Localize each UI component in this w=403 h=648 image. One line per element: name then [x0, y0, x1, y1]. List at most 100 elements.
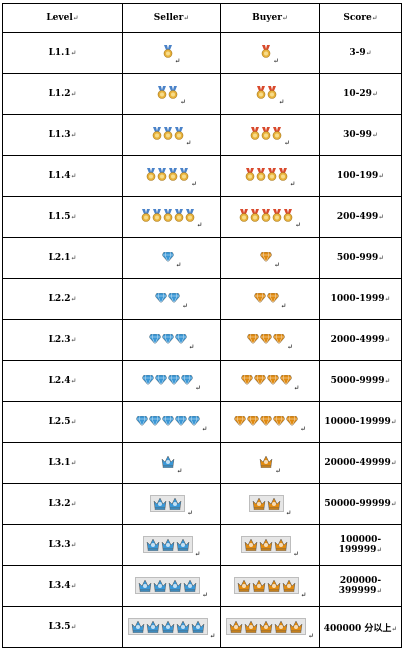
score-cell: 200-499↵ — [319, 196, 402, 238]
return-mark: ↵ — [185, 139, 192, 147]
seller-diamond-icon — [174, 415, 187, 426]
seller-badge-cell: ↵ — [122, 196, 221, 238]
score-cell: 30-99↵ — [319, 114, 402, 156]
return-mark: ↵ — [180, 98, 186, 106]
buyer-badge-group — [247, 333, 286, 344]
table-row: L3.5↵ ↵ ↵ 400000 分以上↵ — [2, 606, 402, 648]
return-mark: ↵ — [70, 254, 77, 262]
seller-badge-cell: ↵ — [122, 32, 221, 74]
header-seller: Seller↵ — [122, 3, 221, 33]
score-cell: 1000-1999↵ — [319, 278, 402, 320]
buyer-crown-icon — [282, 579, 296, 592]
buyer-badge-group — [250, 127, 282, 140]
buyer-medal-icon — [261, 45, 271, 58]
buyer-crown-icon — [274, 538, 288, 551]
buyer-badge-cell: ↵ — [220, 155, 320, 197]
return-mark: ↵ — [202, 591, 208, 599]
seller-diamond-icon — [161, 333, 174, 344]
level-label: L3.5 — [48, 622, 71, 632]
return-mark: ↵ — [287, 342, 293, 351]
buyer-crown-icon — [259, 538, 273, 551]
header-score: Score↵ — [319, 3, 402, 33]
table-row: L3.3↵ ↵ ↵ 100000-199999↵ — [2, 524, 402, 566]
return-mark: ↵ — [278, 98, 285, 106]
seller-badge-cell: ↵ — [122, 483, 221, 525]
level-label: L3.3 — [48, 540, 71, 550]
level-label: L3.2 — [48, 499, 71, 509]
return-mark: ↵ — [371, 90, 378, 98]
seller-badge-group — [150, 495, 186, 512]
seller-crown-icon — [176, 538, 190, 551]
seller-badge-cell: ↵ — [122, 524, 221, 566]
return-mark: ↵ — [378, 254, 385, 262]
level-cell: L3.5↵ — [2, 606, 123, 648]
seller-crown-icon — [161, 620, 175, 633]
seller-diamond-icon — [155, 292, 168, 303]
seller-crown-icon — [146, 538, 160, 551]
header-buyer: Buyer↵ — [220, 3, 320, 33]
buyer-crown-icon — [259, 455, 273, 468]
return-mark: ↵ — [70, 213, 77, 221]
score-cell: 10000-19999↵ — [319, 401, 402, 443]
buyer-badge-group — [234, 415, 299, 426]
buyer-diamond-icon — [253, 374, 266, 385]
seller-medal-icon — [179, 168, 189, 181]
buyer-medal-icon — [256, 168, 266, 181]
score-range: 100000-199999 — [338, 535, 382, 555]
level-label: L2.4 — [48, 376, 71, 386]
buyer-medal-icon — [261, 209, 271, 222]
level-cell: L3.2↵ — [2, 483, 123, 525]
seller-medal-icon — [174, 127, 184, 140]
seller-badge-group — [142, 374, 194, 385]
buyer-diamond-icon — [247, 333, 260, 344]
table-row: L1.5↵ ↵ ↵ 200-499↵ — [2, 196, 402, 238]
return-mark: ↵ — [194, 550, 201, 558]
level-cell: L1.3↵ — [2, 114, 123, 156]
table-row: L1.3↵ ↵ ↵ 30-99↵ — [2, 114, 402, 156]
buyer-medal-icon — [272, 209, 282, 222]
seller-diamond-icon — [161, 415, 174, 426]
return-mark: ↵ — [70, 582, 77, 590]
return-mark: ↵ — [70, 131, 77, 139]
seller-badge-cell: ↵ — [122, 319, 221, 361]
return-mark: ↵ — [300, 591, 307, 599]
buyer-badge-group — [233, 577, 299, 594]
buyer-badge-cell: ↵ — [220, 237, 320, 279]
buyer-crown-icon — [289, 620, 303, 633]
buyer-medal-icon — [272, 127, 282, 140]
table-row: L2.5↵ ↵ ↵ 10000-19999↵ — [2, 401, 402, 443]
score-cell: 3-9↵ — [319, 32, 402, 74]
score-range: 5000-9999 — [330, 376, 385, 386]
score-range: 2000-4999 — [330, 335, 385, 345]
seller-diamond-icon — [168, 374, 181, 385]
level-cell: L1.5↵ — [2, 196, 123, 238]
return-mark: ↵ — [209, 632, 216, 640]
buyer-badge-group — [248, 495, 284, 512]
return-mark: ↵ — [188, 342, 195, 351]
seller-badge-cell: ↵ — [122, 606, 221, 648]
return-mark: ↵ — [201, 424, 208, 433]
buyer-medal-icon — [256, 86, 266, 99]
seller-crown-icon — [191, 620, 205, 633]
seller-badge-group — [142, 536, 193, 553]
return-mark: ↵ — [176, 467, 183, 475]
seller-medal-icon — [157, 168, 167, 181]
return-mark: ↵ — [390, 500, 397, 508]
score-range: 20000-49999 — [324, 458, 391, 468]
seller-medal-icon — [146, 168, 156, 181]
buyer-diamond-icon — [240, 374, 253, 385]
return-mark: ↵ — [378, 213, 385, 221]
buyer-badge-cell: ↵ — [220, 114, 320, 156]
table-row: L2.4↵ ↵ ↵ 5000-9999↵ — [2, 360, 402, 402]
buyer-diamond-icon — [247, 415, 260, 426]
table-row: L3.2↵ ↵ ↵ 50000-99999↵ — [2, 483, 402, 525]
return-mark: ↵ — [70, 377, 77, 385]
buyer-diamond-icon — [266, 292, 279, 303]
seller-badge-group — [148, 333, 187, 344]
return-mark: ↵ — [390, 418, 397, 426]
level-label: L3.4 — [48, 581, 71, 591]
return-mark: ↵ — [300, 424, 306, 433]
return-mark: ↵ — [70, 418, 77, 426]
return-mark: ↵ — [293, 550, 299, 558]
buyer-diamond-icon — [260, 251, 273, 262]
